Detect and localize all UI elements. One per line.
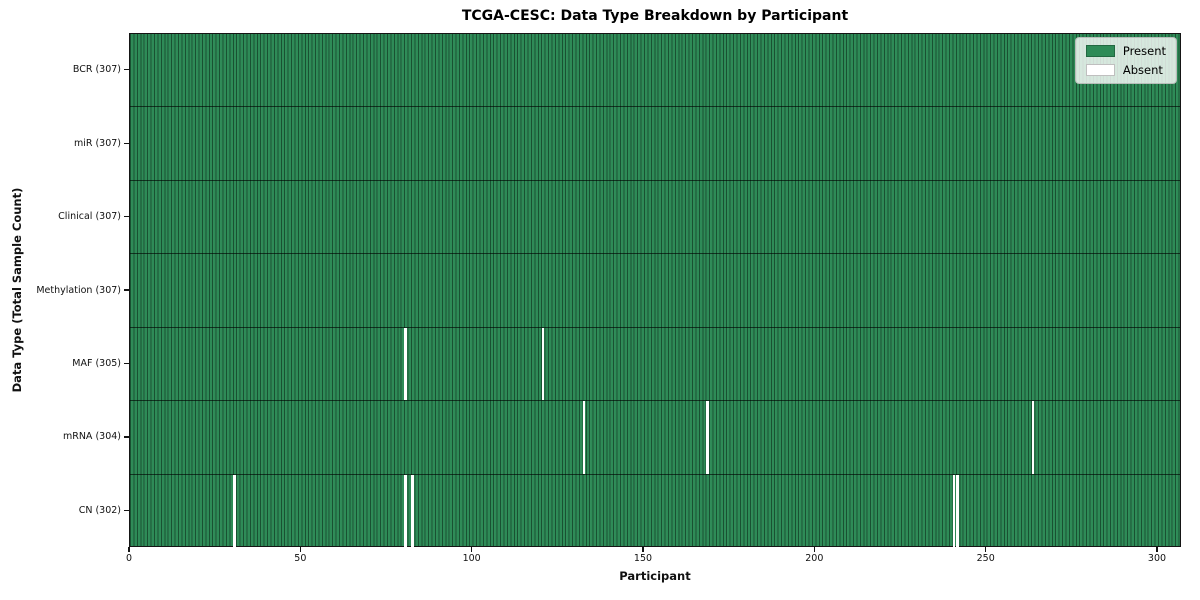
absent-cell xyxy=(952,474,956,548)
y-tick-label-cn: CN (302) xyxy=(78,504,121,516)
heatmap-row-cn xyxy=(130,474,1180,548)
absent-cell xyxy=(705,401,709,474)
x-axis-label: Participant xyxy=(619,569,691,583)
absent-cell xyxy=(411,474,414,548)
absent-cell xyxy=(233,474,236,548)
absent-cell xyxy=(404,474,408,548)
absent-cell xyxy=(1031,401,1035,474)
heatmap-row-methylation xyxy=(130,254,1180,328)
heatmap-row-clinical xyxy=(130,181,1180,255)
y-tick-mark xyxy=(124,509,129,511)
present-swatch-icon xyxy=(1085,45,1115,57)
absent-cell xyxy=(582,401,586,474)
y-tick-mark xyxy=(124,215,129,218)
legend: Present Absent xyxy=(1074,37,1177,84)
y-tick-label-bcr: BCR (307) xyxy=(72,64,121,76)
legend-label-present: Present xyxy=(1122,44,1166,58)
chart-title: TCGA-CESC: Data Type Breakdown by Partic… xyxy=(461,8,849,24)
x-tick-mark xyxy=(642,547,644,552)
x-tick-label-300: 300 xyxy=(1147,553,1167,564)
absent-cell xyxy=(404,327,408,401)
heatmap-rows xyxy=(130,34,1180,548)
x-tick-label-150: 150 xyxy=(633,553,653,564)
y-tick-label-methylation: Methylation (307) xyxy=(36,284,121,296)
x-tick-label-200: 200 xyxy=(805,553,824,564)
heatmap-row-mir xyxy=(130,107,1180,181)
y-tick-label-maf: MAF (305) xyxy=(72,357,121,369)
legend-label-absent: Absent xyxy=(1122,63,1163,77)
y-tick-mark xyxy=(124,142,129,144)
y-tick-mark xyxy=(124,69,129,71)
absent-cell xyxy=(541,327,545,401)
absent-cell xyxy=(956,474,959,548)
absent-swatch-icon xyxy=(1085,64,1115,76)
y-tick-label-clinical: Clinical (307) xyxy=(58,211,121,223)
legend-entry-absent: Absent xyxy=(1085,63,1166,77)
heatmap-row-maf xyxy=(130,327,1180,402)
plot-area xyxy=(129,33,1181,548)
x-tick-mark xyxy=(813,547,816,552)
x-tick-mark xyxy=(985,547,987,552)
y-tick-mark xyxy=(124,289,129,291)
y-tick-mark xyxy=(124,436,129,438)
x-tick-mark xyxy=(128,547,130,552)
x-tick-mark xyxy=(471,547,473,552)
y-tick-label-mrna: mRNA (304) xyxy=(62,431,121,443)
x-tick-mark xyxy=(299,547,302,552)
x-tick-label-100: 100 xyxy=(462,553,481,564)
heatmap-row-bcr xyxy=(130,34,1180,108)
y-tick-mark xyxy=(124,362,129,365)
legend-entry-present: Present xyxy=(1085,44,1166,58)
x-tick-label-50: 50 xyxy=(294,553,307,564)
x-tick-label-0: 0 xyxy=(125,553,133,564)
x-tick-label-250: 250 xyxy=(976,553,995,564)
y-tick-label-mir: miR (307) xyxy=(73,137,121,149)
heatmap-row-mrna xyxy=(130,401,1180,475)
x-tick-mark xyxy=(1156,547,1158,552)
